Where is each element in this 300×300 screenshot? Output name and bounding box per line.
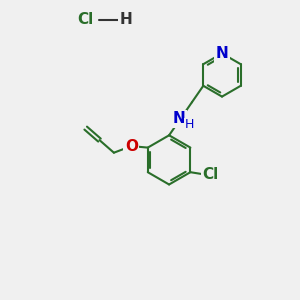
Text: H: H [120, 12, 132, 27]
Text: Cl: Cl [77, 12, 94, 27]
Text: H: H [185, 118, 194, 131]
Text: N: N [172, 111, 185, 126]
Text: O: O [125, 139, 138, 154]
Text: Cl: Cl [203, 167, 219, 182]
Text: N: N [216, 46, 228, 61]
